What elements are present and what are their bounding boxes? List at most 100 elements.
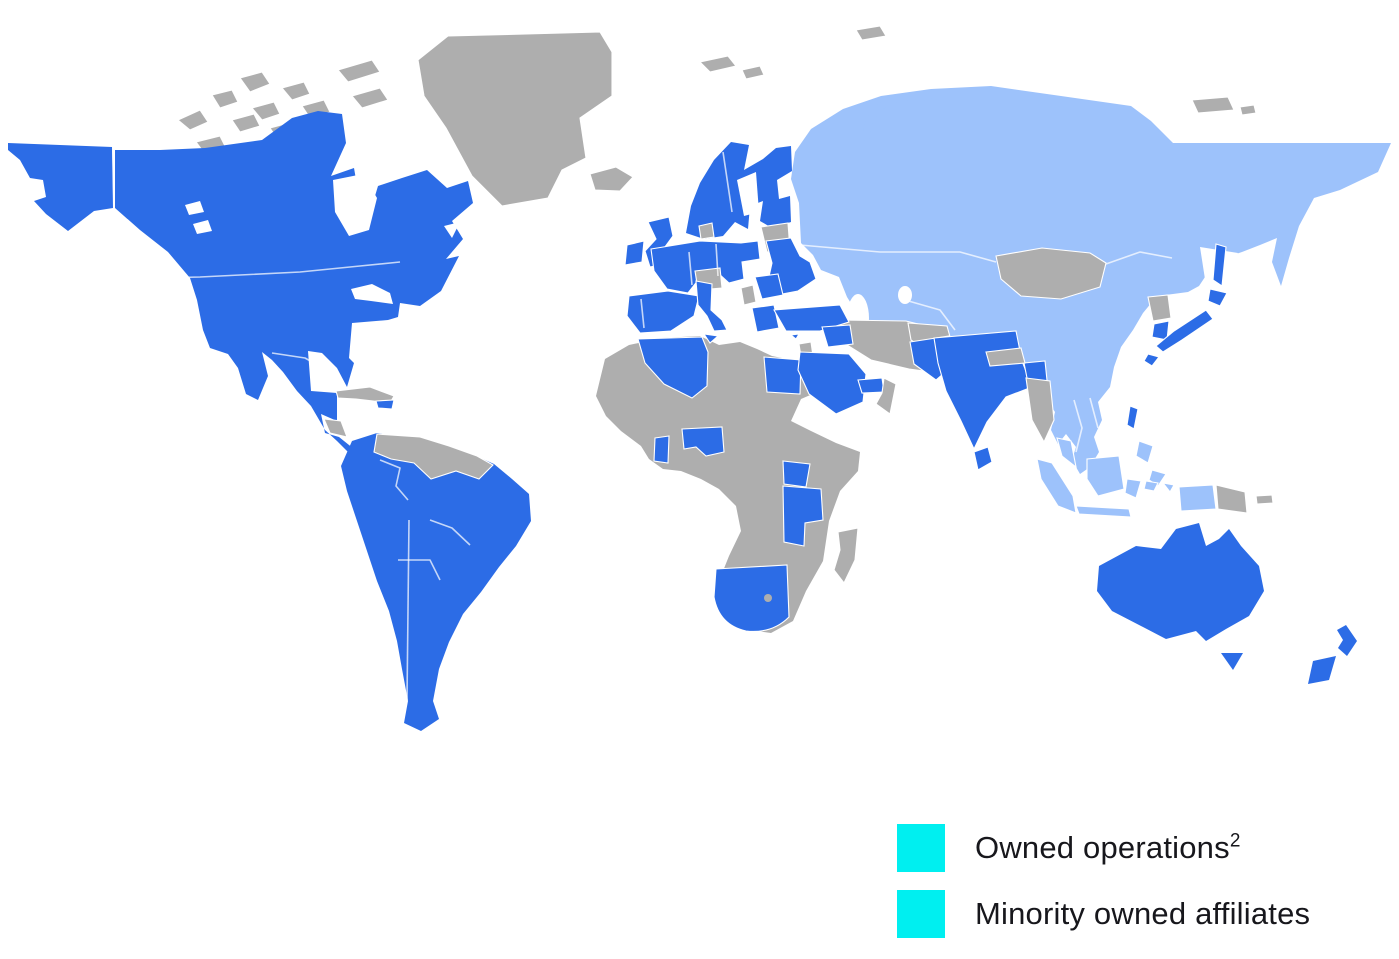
arctic-island [211,89,239,109]
region-north-korea [1147,294,1172,322]
region-taiwan [1126,405,1139,430]
border-us-mexico [271,352,331,373]
ob-gulf-line [862,92,932,141]
region-new-zealand-north [1337,625,1357,656]
gulf-of-bothnia-cut [737,172,759,216]
arctic-island [251,101,281,121]
region-sri-lanka [973,446,993,471]
lesotho-dot [764,594,772,602]
region-uae [857,377,885,394]
region-south-america [341,433,531,731]
region-sulawesi [1124,478,1142,499]
indonesian-island [1161,482,1175,493]
region-africa-base [596,336,860,633]
region-japan-kyushu [1143,353,1160,367]
region-alaska [8,143,113,231]
region-romania-bulgaria [754,273,784,300]
border-us-canada [114,261,401,280]
africa-group [596,336,860,633]
region-venezuela-guianas [373,433,494,480]
region-oman [875,377,897,415]
region-myanmar [1025,377,1055,444]
south-america-group [341,433,531,731]
region-kenya [782,460,811,488]
region-zambia-zimbabwe [782,485,824,547]
arctic-island [176,109,209,131]
hudson-bay-cut [333,174,377,236]
border-france-germany [688,251,693,286]
border-portugal-spain [640,298,645,329]
border-alaska-canada [112,149,115,208]
region-sicily [702,333,720,344]
border-russia-kazakhstan [799,244,997,263]
indonesian-island [1143,480,1159,492]
region-australia [1097,523,1264,641]
region-sumatra [1036,458,1077,514]
region-central-europe [650,240,761,294]
region-caucasus [821,324,854,348]
region-honduras [323,418,348,438]
region-madagascar [833,527,859,585]
region-hispaniola [375,399,395,410]
legend-label-owned: Owned operations2 [975,824,1241,872]
border-sa-4 [398,559,441,581]
legend-item-owned-operations: Owned operations2 [897,824,1310,872]
region-denmark [698,222,715,240]
region-nepal [985,347,1026,367]
legend-label-owned-superscript: 2 [1229,830,1241,852]
region-algeria [637,336,709,399]
region-saudi-arabia [797,351,867,415]
oceania-group [1097,523,1357,684]
region-tasmania [1221,653,1243,670]
region-sakhalin [1212,243,1227,287]
region-new-zealand-south [1308,656,1336,684]
arctic-island [239,71,271,93]
region-java [1075,505,1132,518]
aral-sea-cut [898,286,912,304]
legend-swatch-minority [897,890,945,938]
region-greece [751,304,780,333]
border-china-russia [1105,251,1173,265]
region-ghana [653,435,670,464]
region-nigeria [681,426,725,457]
region-scandinavia [686,142,792,239]
border-sa-3 [429,519,471,546]
region-canada-usa-mexico [115,111,473,464]
asia-group [790,86,1391,518]
svalbard-island [698,55,737,73]
legend-label-owned-text: Owned operations [975,830,1230,865]
legend-label-minority-text: Minority owned affiliates [975,896,1311,931]
region-japan-hokkaido [1207,288,1228,307]
legend-swatch-owned [897,824,945,872]
region-greenland [417,31,613,207]
region-serbia [740,284,757,306]
new-siberian-island [1191,96,1235,114]
border-sa-1 [379,459,409,501]
region-png-island [1255,494,1274,505]
legend: Owned operations2 Minority owned affilia… [897,824,1310,938]
north-america-group [8,111,473,464]
lake-cut [185,201,204,215]
border-sa-2 [406,519,410,701]
region-cyprus [789,333,801,340]
region-south-africa [713,564,790,632]
legend-label-minority: Minority owned affiliates [975,890,1310,938]
region-west-new-guinea [1178,484,1217,512]
border-indochina-2 [1089,397,1099,429]
great-lakes-cut [351,284,393,304]
region-papua-new-guinea [1215,484,1248,514]
arctic-island [337,59,381,83]
lake-cut [193,220,212,234]
internal-borders-group [112,149,1173,701]
region-egypt [763,356,802,395]
border-norway-sweden [722,151,733,213]
border-germany-poland [715,243,719,277]
region-iberia [626,290,700,334]
arctic-island [351,87,389,109]
region-iceland [589,166,634,192]
region-mongolia [995,247,1107,300]
arctic-island [231,113,261,133]
arctic-island [281,81,311,101]
